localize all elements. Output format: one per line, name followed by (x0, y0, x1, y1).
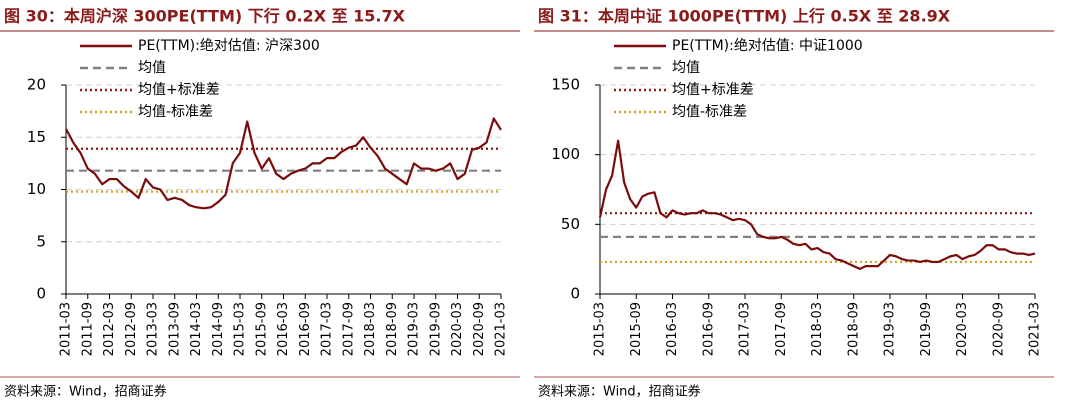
legend-label: 均值-标准差 (138, 104, 213, 120)
x-tick-label: 2021-03 (1028, 302, 1043, 356)
x-tick-label: 2016-03 (665, 302, 680, 356)
chart-title: 图 31：本周中证 1000PE(TTM) 上行 0.5X 至 28.9X (538, 7, 951, 26)
x-tick-label: 2017-03 (320, 302, 335, 356)
x-tick-label: 2016-03 (276, 302, 291, 356)
legend-label: 均值 (672, 60, 700, 76)
x-tick-label: 2016-09 (701, 302, 716, 356)
chart: 图 30：本周沪深 300PE(TTM) 下行 0.2X 至 15.7X 0 5 10… (0, 7, 520, 400)
x-tick-label: 2013-09 (167, 302, 182, 356)
x-tick-label: 2015-03 (233, 302, 248, 356)
x-tick-label: 2019-03 (407, 302, 422, 356)
chart: 图 31：本周中证 1000PE(TTM) 上行 0.5X 至 28.9X 0 50… (534, 7, 1054, 400)
legend-label: 均值+标准差 (138, 82, 220, 98)
x-tick-label: 2013-03 (146, 302, 161, 356)
y-tick-label: 10 (27, 180, 46, 198)
x-tick-label: 2012-09 (124, 302, 139, 356)
x-tick-label: 2017-03 (738, 302, 753, 356)
y-tick-label: 150 (551, 76, 580, 94)
x-tick-label: 2016-09 (298, 302, 313, 356)
y-tick-label: 50 (561, 215, 580, 233)
x-tick-label: 2020-03 (955, 302, 970, 356)
x-tick-label: 2015-03 (593, 302, 608, 356)
legend-label: PE(TTM):绝对估值: 中证1000 (672, 38, 863, 54)
x-tick-label: 2019-03 (883, 302, 898, 356)
x-tick-label: 2020-03 (450, 302, 465, 356)
y-tick-label: 20 (27, 76, 46, 94)
y-tick-label: 0 (36, 285, 46, 303)
x-tick-label: 2014-09 (211, 302, 226, 356)
x-tick-label: 2018-09 (385, 302, 400, 356)
y-tick-label: 15 (27, 128, 46, 146)
legend-label: 均值+标准差 (672, 82, 754, 98)
legend-label: 均值 (138, 60, 166, 76)
data-line (598, 139, 1036, 271)
legend-label: 均值-标准差 (672, 104, 747, 120)
x-tick-label: 2014-03 (189, 302, 204, 356)
x-tick-label: 2011-03 (59, 302, 74, 356)
legend-label: PE(TTM):绝对估值: 沪深300 (138, 38, 320, 54)
x-tick-label: 2019-09 (919, 302, 934, 356)
y-tick-label: 5 (36, 232, 46, 250)
chart-title: 图 30：本周沪深 300PE(TTM) 下行 0.2X 至 15.7X (4, 7, 406, 26)
x-tick-label: 2018-03 (363, 302, 378, 356)
source-note: 资料来源：Wind，招商证券 (538, 384, 701, 400)
x-tick-label: 2020-09 (472, 302, 487, 356)
y-tick-label: 100 (551, 145, 580, 163)
x-tick-label: 2020-09 (991, 302, 1006, 356)
x-tick-label: 2018-03 (810, 302, 825, 356)
y-tick-label: 0 (570, 285, 580, 303)
x-tick-label: 2017-09 (774, 302, 789, 356)
source-note: 资料来源：Wind，招商证券 (4, 384, 167, 400)
x-tick-label: 2015-09 (629, 302, 644, 356)
data-line (65, 117, 502, 210)
x-tick-label: 2017-09 (341, 302, 356, 356)
x-tick-label: 2018-09 (846, 302, 861, 356)
x-tick-label: 2015-09 (254, 302, 269, 356)
x-tick-label: 2019-09 (428, 302, 443, 356)
x-tick-label: 2012-03 (102, 302, 117, 356)
x-tick-label: 2011-09 (80, 302, 95, 356)
x-tick-label: 2021-03 (494, 302, 509, 356)
